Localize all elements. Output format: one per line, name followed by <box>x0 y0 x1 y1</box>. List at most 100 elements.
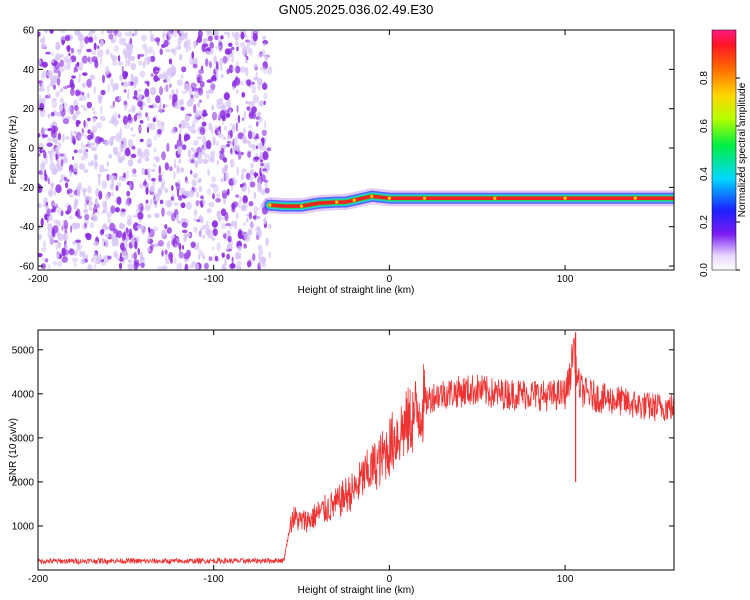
noise-dot <box>56 77 61 86</box>
noise-dot <box>80 104 85 108</box>
colorbar-tick-label: 0.0 <box>699 263 710 277</box>
noise-dot <box>82 107 88 112</box>
noise-dot <box>235 265 242 270</box>
noise-dot <box>211 74 218 82</box>
noise-dot <box>106 30 114 34</box>
noise-dot <box>89 30 96 34</box>
noise-dot <box>239 196 243 203</box>
noise-dot <box>38 58 41 66</box>
noise-dot <box>122 115 128 125</box>
noise-dot <box>102 238 106 242</box>
noise-dot <box>45 51 51 55</box>
noise-dot <box>253 191 257 200</box>
noise-dot <box>116 31 122 38</box>
noise-dot <box>131 173 138 178</box>
noise-dot <box>60 159 64 167</box>
noise-dot <box>104 66 110 75</box>
noise-dot <box>258 258 261 267</box>
noise-dot <box>207 229 214 239</box>
noise-dot <box>103 168 109 172</box>
noise-dot <box>207 169 211 176</box>
noise-dot <box>86 78 92 88</box>
colorbar-label: Normalized spectral amplitude <box>737 82 748 217</box>
noise-dot <box>144 204 151 212</box>
noise-dot <box>226 253 231 260</box>
noise-dot <box>197 76 201 84</box>
noise-dot <box>52 231 56 238</box>
noise-dot <box>155 95 161 104</box>
noise-dot <box>44 30 48 34</box>
noise-dot <box>230 129 233 139</box>
noise-dot <box>243 127 246 136</box>
noise-dot <box>129 37 133 45</box>
noise-dot <box>165 200 170 208</box>
noise-dot <box>132 214 138 218</box>
noise-dot <box>223 31 231 35</box>
noise-dot <box>249 169 255 176</box>
noise-dot <box>99 105 103 115</box>
noise-dot <box>76 120 81 125</box>
noise-dot <box>101 180 108 189</box>
noise-dot <box>226 68 230 75</box>
noise-dot <box>168 58 173 65</box>
noise-dot <box>155 156 160 163</box>
noise-dot <box>253 63 258 68</box>
noise-dot <box>257 142 262 150</box>
noise-dot <box>176 262 183 270</box>
noise-dot <box>161 250 164 257</box>
noise-dot <box>122 143 128 149</box>
noise-dot <box>198 69 205 75</box>
y-tick-label: 3000 <box>12 433 35 444</box>
noise-dot <box>254 171 257 179</box>
noise-dot <box>83 168 89 174</box>
noise-dot <box>257 185 262 193</box>
noise-dot <box>114 207 120 213</box>
noise-dot <box>130 73 134 83</box>
noise-dot <box>181 144 187 151</box>
noise-dot <box>255 216 260 220</box>
noise-dot <box>215 198 222 203</box>
noise-dot <box>183 191 190 196</box>
noise-dot <box>203 113 206 118</box>
noise-dot <box>240 42 246 48</box>
noise-dot <box>132 33 135 37</box>
noise-dot <box>96 204 101 209</box>
noise-dot <box>169 73 173 79</box>
noise-dot <box>104 140 109 147</box>
noise-dot <box>129 181 132 190</box>
noise-dot <box>119 74 124 81</box>
noise-dot <box>42 257 46 263</box>
noise-dot <box>86 101 93 109</box>
ridge-peak-dot <box>563 196 567 200</box>
noise-dot <box>159 48 163 55</box>
noise-scatter <box>38 30 273 270</box>
noise-dot <box>237 132 244 140</box>
noise-dot <box>45 202 49 206</box>
noise-dot <box>83 151 88 157</box>
noise-dot <box>133 222 139 231</box>
noise-dot <box>221 252 225 258</box>
noise-dot <box>208 35 213 42</box>
noise-dot <box>137 125 142 132</box>
noise-dot <box>84 213 90 221</box>
noise-dot <box>147 173 151 181</box>
noise-dot <box>82 250 86 260</box>
noise-dot <box>87 264 93 270</box>
noise-dot <box>246 79 252 87</box>
noise-dot <box>205 30 211 34</box>
noise-dot <box>211 220 218 228</box>
noise-dot <box>75 239 81 243</box>
noise-dot <box>163 103 165 109</box>
noise-dot <box>57 142 62 149</box>
noise-dot <box>228 108 232 114</box>
noise-dot <box>141 151 145 159</box>
noise-dot <box>121 65 124 74</box>
noise-dot <box>146 168 151 174</box>
noise-dot <box>111 55 118 62</box>
noise-dot <box>72 257 78 263</box>
noise-dot <box>52 260 58 266</box>
noise-dot <box>166 142 170 152</box>
noise-dot <box>64 242 68 250</box>
noise-dot <box>171 185 174 191</box>
noise-dot <box>149 55 156 63</box>
